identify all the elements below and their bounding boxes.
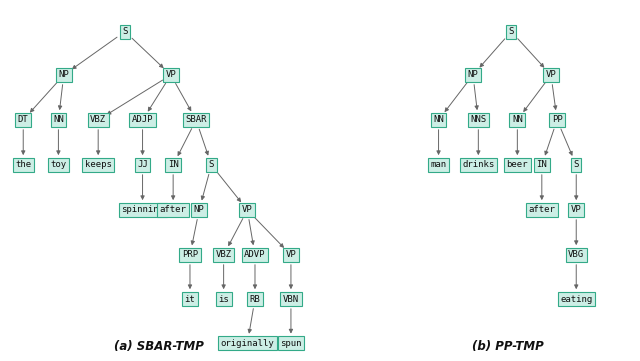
Text: DT: DT (18, 116, 29, 125)
Text: is: is (218, 295, 229, 304)
Text: VP: VP (242, 205, 253, 214)
Text: eating: eating (560, 295, 593, 304)
Text: VBG: VBG (568, 251, 584, 260)
Text: VP: VP (571, 205, 582, 214)
Text: S: S (573, 161, 579, 169)
Text: S: S (509, 27, 514, 36)
Text: NNS: NNS (470, 116, 486, 125)
Text: originally: originally (220, 339, 274, 348)
Text: NN: NN (53, 116, 64, 125)
Text: spinning: spinning (121, 205, 164, 214)
Text: beer: beer (507, 161, 528, 169)
Text: drinks: drinks (462, 161, 495, 169)
Text: SBAR: SBAR (186, 116, 207, 125)
Text: NN: NN (433, 116, 444, 125)
Text: VBZ: VBZ (216, 251, 232, 260)
Text: ADVP: ADVP (244, 251, 266, 260)
Text: (b) PP-TMP: (b) PP-TMP (472, 340, 543, 353)
Text: man: man (431, 161, 447, 169)
Text: NP: NP (58, 70, 69, 79)
Text: S: S (209, 161, 214, 169)
Text: VP: VP (546, 70, 556, 79)
Text: after: after (529, 205, 556, 214)
Text: the: the (15, 161, 31, 169)
Text: ADJP: ADJP (132, 116, 154, 125)
Text: RB: RB (250, 295, 260, 304)
Text: spun: spun (280, 339, 301, 348)
Text: it: it (184, 295, 195, 304)
Text: NP: NP (468, 70, 478, 79)
Text: VP: VP (285, 251, 296, 260)
Text: VP: VP (166, 70, 176, 79)
Text: IN: IN (536, 161, 547, 169)
Text: VBZ: VBZ (90, 116, 106, 125)
Text: S: S (122, 27, 127, 36)
Text: (a) SBAR-TMP: (a) SBAR-TMP (115, 340, 204, 353)
Text: toy: toy (51, 161, 67, 169)
Text: keeps: keeps (84, 161, 111, 169)
Text: IN: IN (168, 161, 179, 169)
Text: JJ: JJ (137, 161, 148, 169)
Text: after: after (160, 205, 187, 214)
Text: VBN: VBN (283, 295, 299, 304)
Text: PRP: PRP (182, 251, 198, 260)
Text: NP: NP (194, 205, 205, 214)
Text: PP: PP (552, 116, 563, 125)
Text: NN: NN (512, 116, 523, 125)
